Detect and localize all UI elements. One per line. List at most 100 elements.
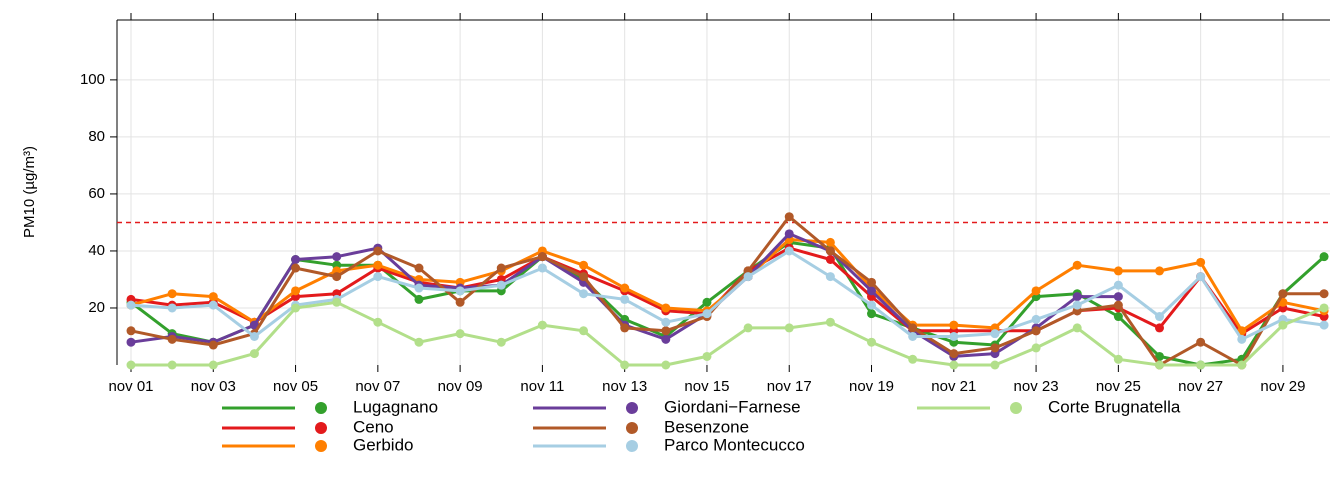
- y-tick-label: 60: [88, 185, 105, 202]
- data-point: [949, 360, 959, 370]
- data-point: [743, 323, 753, 333]
- series-line: [131, 300, 1325, 367]
- data-point: [661, 360, 671, 370]
- y-axis-label: PM10 (µg/m³): [21, 146, 38, 238]
- data-point: [825, 317, 835, 327]
- data-point: [1319, 303, 1329, 313]
- data-point: [784, 229, 794, 239]
- data-point: [126, 337, 136, 347]
- legend-label: Lugagnano: [353, 397, 438, 416]
- data-point: [990, 360, 1000, 370]
- x-tick-label: nov 21: [931, 378, 976, 395]
- data-point: [867, 286, 877, 296]
- x-tick-label: nov 19: [849, 378, 894, 395]
- x-tick-label: nov 29: [1260, 378, 1305, 395]
- data-point: [1072, 292, 1082, 302]
- data-point: [496, 263, 506, 273]
- data-point: [414, 263, 424, 273]
- data-point: [537, 320, 547, 330]
- data-point: [908, 354, 918, 364]
- x-tick-label: nov 03: [191, 378, 236, 395]
- data-point: [825, 272, 835, 282]
- data-point: [167, 334, 177, 344]
- data-point: [208, 292, 218, 302]
- data-point: [496, 280, 506, 290]
- data-point: [373, 260, 383, 270]
- data-point: [126, 360, 136, 370]
- data-point: [167, 360, 177, 370]
- data-point: [249, 349, 259, 359]
- data-point: [702, 309, 712, 319]
- legend-label: Giordani−Farnese: [664, 397, 801, 416]
- x-tick-label: nov 07: [355, 378, 400, 395]
- data-point: [455, 297, 465, 307]
- x-tick-label: nov 23: [1014, 378, 1059, 395]
- data-point: [291, 255, 301, 265]
- legend-label: Ceno: [353, 417, 394, 436]
- data-point: [126, 300, 136, 310]
- data-point: [825, 237, 835, 247]
- data-point: [1072, 300, 1082, 310]
- data-point: [990, 343, 1000, 353]
- data-point: [1031, 326, 1041, 336]
- data-point: [1155, 266, 1164, 276]
- data-point: [702, 351, 712, 361]
- data-point: [126, 326, 136, 336]
- data-point: [1196, 360, 1206, 370]
- data-point: [1278, 289, 1288, 299]
- x-tick-label: nov 17: [767, 378, 812, 395]
- x-tick-label: nov 05: [273, 378, 318, 395]
- x-tick-label: nov 13: [602, 378, 647, 395]
- data-point: [1113, 354, 1123, 364]
- x-tick-label: nov 09: [438, 378, 483, 395]
- legend-label: Gerbido: [353, 435, 413, 454]
- legend-label: Besenzone: [664, 417, 749, 436]
- data-point: [825, 246, 835, 256]
- data-point: [455, 329, 465, 339]
- y-tick-label: 100: [80, 71, 105, 88]
- data-point: [661, 326, 671, 336]
- data-point: [1113, 300, 1123, 310]
- data-point: [414, 283, 424, 293]
- data-point: [784, 246, 794, 256]
- data-point: [414, 337, 424, 347]
- data-point: [537, 263, 547, 273]
- legend-marker: [626, 440, 638, 452]
- data-point: [1278, 320, 1288, 330]
- data-point: [661, 303, 671, 313]
- legend-marker: [626, 422, 638, 434]
- data-point: [1072, 323, 1082, 333]
- x-tick-label: nov 15: [684, 378, 729, 395]
- data-point: [1113, 292, 1123, 302]
- data-point: [990, 329, 1000, 339]
- legend-marker: [315, 402, 327, 414]
- data-point: [620, 360, 630, 370]
- legend-label: Parco Montecucco: [664, 435, 805, 454]
- data-point: [1237, 334, 1247, 344]
- data-point: [743, 272, 753, 282]
- series-line: [130, 240, 1326, 367]
- data-point: [579, 326, 589, 336]
- data-point: [661, 334, 671, 344]
- data-point: [661, 317, 671, 327]
- data-point: [1196, 337, 1206, 347]
- data-point: [1155, 351, 1164, 361]
- data-point: [291, 286, 301, 296]
- data-point: [784, 323, 794, 333]
- series-line: [130, 249, 1325, 341]
- data-point: [867, 300, 877, 310]
- x-tick-label: nov 11: [520, 378, 564, 395]
- data-point: [1031, 286, 1041, 296]
- data-point: [867, 309, 877, 319]
- data-point: [208, 300, 218, 310]
- data-point: [1319, 289, 1329, 299]
- data-point: [291, 263, 301, 273]
- legend-marker: [315, 440, 327, 452]
- data-point: [167, 289, 177, 299]
- data-point: [620, 283, 630, 293]
- data-point: [1196, 257, 1206, 267]
- data-point: [1237, 360, 1247, 370]
- data-point: [1155, 312, 1164, 322]
- data-point: [579, 260, 589, 270]
- data-point: [949, 349, 959, 359]
